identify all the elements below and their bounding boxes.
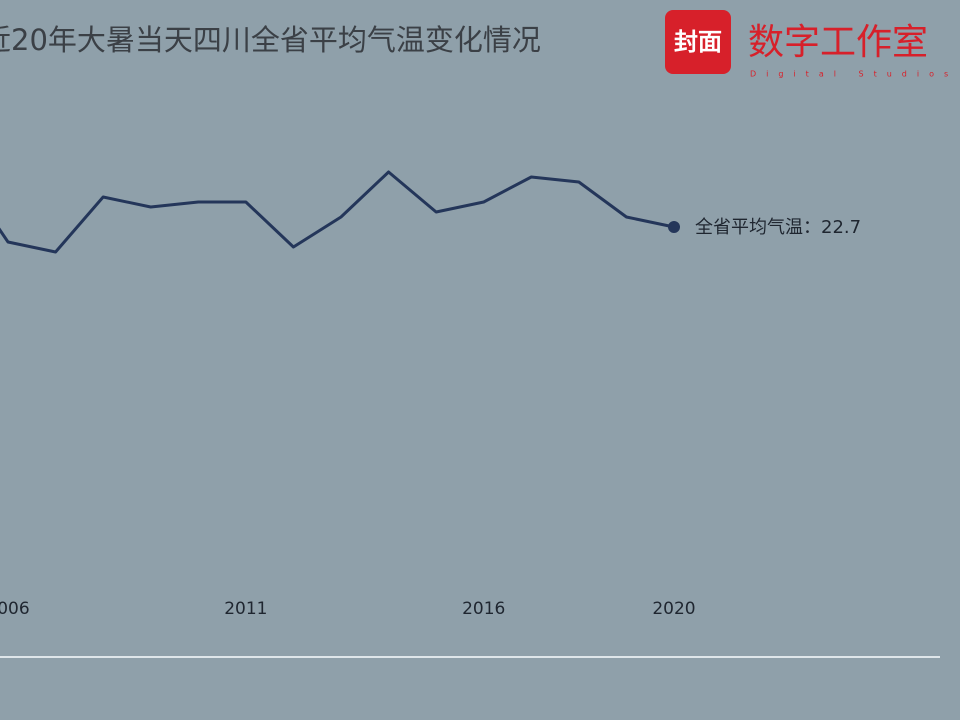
logo-badge: 封面 bbox=[674, 28, 722, 56]
end-point bbox=[668, 221, 680, 233]
data-line bbox=[0, 170, 675, 254]
x-tick-label: 2020 bbox=[652, 599, 695, 619]
x-tick-label: 2006 bbox=[0, 599, 30, 619]
logo-name: 数字工作室 bbox=[748, 22, 928, 63]
x-tick-label: 2011 bbox=[224, 599, 267, 619]
end-label: 全省平均气温：22.7 bbox=[695, 217, 861, 238]
logo-badge-bg bbox=[665, 10, 731, 74]
x-tick-label: 2016 bbox=[462, 599, 505, 619]
logo-subtitle: Digital Studios bbox=[750, 70, 958, 79]
chart-title: 近20年大暑当天四川全省平均气温变化情况 bbox=[0, 23, 541, 57]
